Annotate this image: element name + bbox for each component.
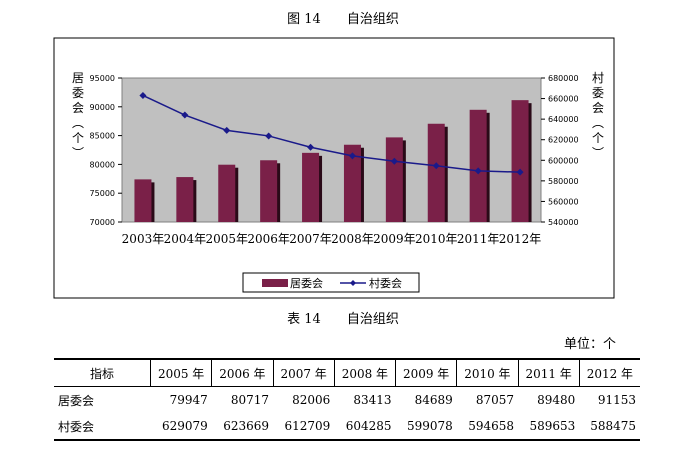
table-header-cell: 2010 年 (456, 358, 518, 387)
table-caption: 表 14 自治组织 (287, 312, 399, 327)
bar (260, 160, 278, 222)
y-left-tick-label: 95000 (90, 74, 115, 83)
x-tick-label: 2010年 (415, 232, 458, 246)
table-row: 村委会 629079 623669 612709 604285 599078 594658 5… (54, 413, 640, 441)
x-tick-label: 2012年 (499, 232, 542, 246)
y-right-axis-title: 村委会︵个︶ (592, 71, 604, 160)
y-right-tick-label: 640000 (548, 115, 579, 124)
bar (134, 179, 152, 222)
table-row: 居委会 79947 80717 82006 83413 84689 87057 89480 91… (54, 387, 640, 414)
line-point (307, 143, 315, 151)
y-right-tick-label: 600000 (548, 156, 579, 165)
y-right-tick-label: 560000 (548, 197, 579, 206)
series-line (142, 94, 521, 173)
table-header-cell: 2009 年 (394, 358, 457, 387)
x-tick-label: 2008年 (331, 232, 374, 246)
legend-box (242, 272, 420, 293)
bar (427, 123, 445, 222)
table-cell: 629079 (150, 413, 212, 441)
y-left-tick-label: 85000 (90, 132, 115, 141)
line-point (390, 157, 398, 165)
line-point (516, 168, 524, 176)
x-tick-label: 2003年 (122, 232, 165, 246)
y-left-tick-label: 75000 (90, 189, 115, 198)
line-point (348, 152, 356, 160)
table-header-cell: 2007 年 (272, 358, 335, 387)
y-right-tick-label: 660000 (548, 95, 579, 104)
line-point (139, 91, 147, 99)
table-cell: 83413 (353, 393, 392, 407)
table-cell: 居委会 (58, 393, 95, 408)
table-cell: 599078 (395, 413, 457, 441)
y-left-tick-label: 90000 (90, 103, 115, 112)
legend-label-bar: 居委会 (290, 277, 323, 290)
table-cell: 87057 (475, 393, 514, 407)
table-cell: 594658 (456, 413, 518, 441)
table-cell: 588475 (579, 413, 640, 441)
y-right-tick-label: 620000 (548, 136, 579, 145)
bar (343, 144, 361, 222)
table-header-cell: 2006 年 (211, 358, 273, 387)
legend: 居委会 村委会 (242, 272, 420, 293)
y-right-tick-label: 580000 (548, 177, 579, 186)
table-cell: 623669 (211, 413, 273, 441)
y-left-tick-label: 70000 (90, 218, 115, 227)
unit-label: 单位：个 (563, 337, 616, 352)
table-cell: 村委会 (54, 413, 151, 441)
table-cell: 79947 (169, 393, 208, 407)
data-table: 指标 2005 年 2006 年 2007 年 2008 年 2009 年 2010 年 20… (54, 358, 640, 441)
x-tick-label: 2009年 (373, 232, 416, 246)
line-point (223, 126, 231, 134)
bar (302, 152, 320, 222)
line-point (474, 167, 482, 175)
legend-bar-swatch (262, 279, 288, 287)
chart: 70000 75000 80000 85000 90000 95000 540000 5600… (53, 37, 615, 299)
figure-caption: 图 14 自治组织 (287, 12, 399, 27)
line-point (432, 162, 440, 170)
table-cell: 84689 (414, 393, 453, 407)
table-header-cell: 指标 (54, 358, 151, 387)
bar (511, 100, 529, 222)
table-header-cell: 2005 年 (149, 358, 212, 387)
line-point (265, 132, 273, 140)
y-left-axis-title: 居委会︵个︶ (72, 71, 84, 160)
table-header-cell: 2011 年 (517, 358, 580, 387)
bar (385, 137, 403, 222)
x-tick-label: 2004年 (164, 232, 207, 246)
table-cell: 589653 (518, 413, 580, 441)
table-header-row: 指标 2005 年 2006 年 2007 年 2008 年 2009 年 2010 年 20… (54, 358, 640, 387)
x-tick-label: 2007年 (289, 232, 332, 246)
table-cell: 82006 (292, 393, 331, 407)
legend-label-line: 村委会 (369, 276, 402, 290)
table-cell: 604285 (334, 413, 396, 441)
x-tick-label: 2005年 (205, 232, 248, 246)
y-right-tick-label: 680000 (548, 74, 579, 83)
y-right-tick-label: 540000 (548, 218, 579, 227)
bar (469, 109, 487, 222)
table-header-cell: 2008 年 (333, 358, 396, 387)
table-cell: 89480 (537, 393, 576, 407)
legend-line-marker (350, 280, 356, 286)
x-tick-label: 2011年 (457, 232, 500, 246)
line-point (181, 111, 189, 119)
table-cell: 91153 (597, 393, 636, 407)
bar (218, 164, 236, 222)
y-left-tick-label: 80000 (90, 160, 115, 169)
table-cell: 80717 (230, 393, 269, 407)
x-tick-label: 2006年 (247, 232, 290, 246)
bar (176, 177, 194, 222)
table-cell: 612709 (273, 413, 335, 441)
table-header-cell: 2012 年 (578, 358, 640, 387)
